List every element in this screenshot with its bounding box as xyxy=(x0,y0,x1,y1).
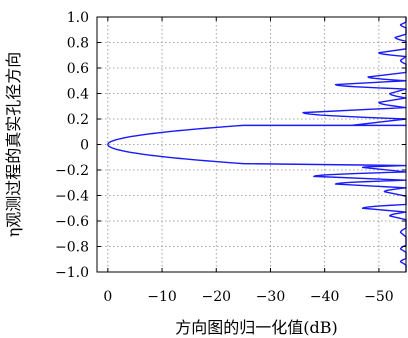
y-tick-label: −0.2 xyxy=(55,163,89,179)
x-tick-label: −50 xyxy=(364,289,394,305)
y-tick-label: 0.2 xyxy=(67,112,89,128)
y-axis: −1.0 −0.8 −0.6 −0.4 −0.2 0 0.2 0.4 0.6 0.8 1.0 xyxy=(55,10,406,281)
x-axis: 0 −10 −20 −30 −40 −50 xyxy=(103,17,394,305)
x-tick-label: 0 xyxy=(103,289,112,305)
y-tick-label: 0.6 xyxy=(67,61,89,77)
y-tick-label: 1.0 xyxy=(67,10,89,26)
y-tick-label: −0.4 xyxy=(55,189,89,205)
x-tick-label: −10 xyxy=(147,289,177,305)
y-tick-label: 0.8 xyxy=(67,36,89,52)
y-tick-label: −0.6 xyxy=(55,214,89,230)
x-axis-title: 方向图的归一化值(dB) xyxy=(175,318,338,337)
grid xyxy=(97,16,406,273)
y-tick-label: 0.4 xyxy=(67,87,89,103)
y-tick-label: −0.8 xyxy=(55,240,89,256)
x-tick-label: −40 xyxy=(310,289,340,305)
y-tick-label: −1.0 xyxy=(55,265,89,281)
plot-frame xyxy=(96,16,407,273)
x-tick-label: −30 xyxy=(256,289,286,305)
y-tick-label: 0 xyxy=(80,138,89,154)
y-axis-title: η观测过程的真实孔径方向 xyxy=(4,52,23,238)
x-tick-label: −20 xyxy=(201,289,231,305)
